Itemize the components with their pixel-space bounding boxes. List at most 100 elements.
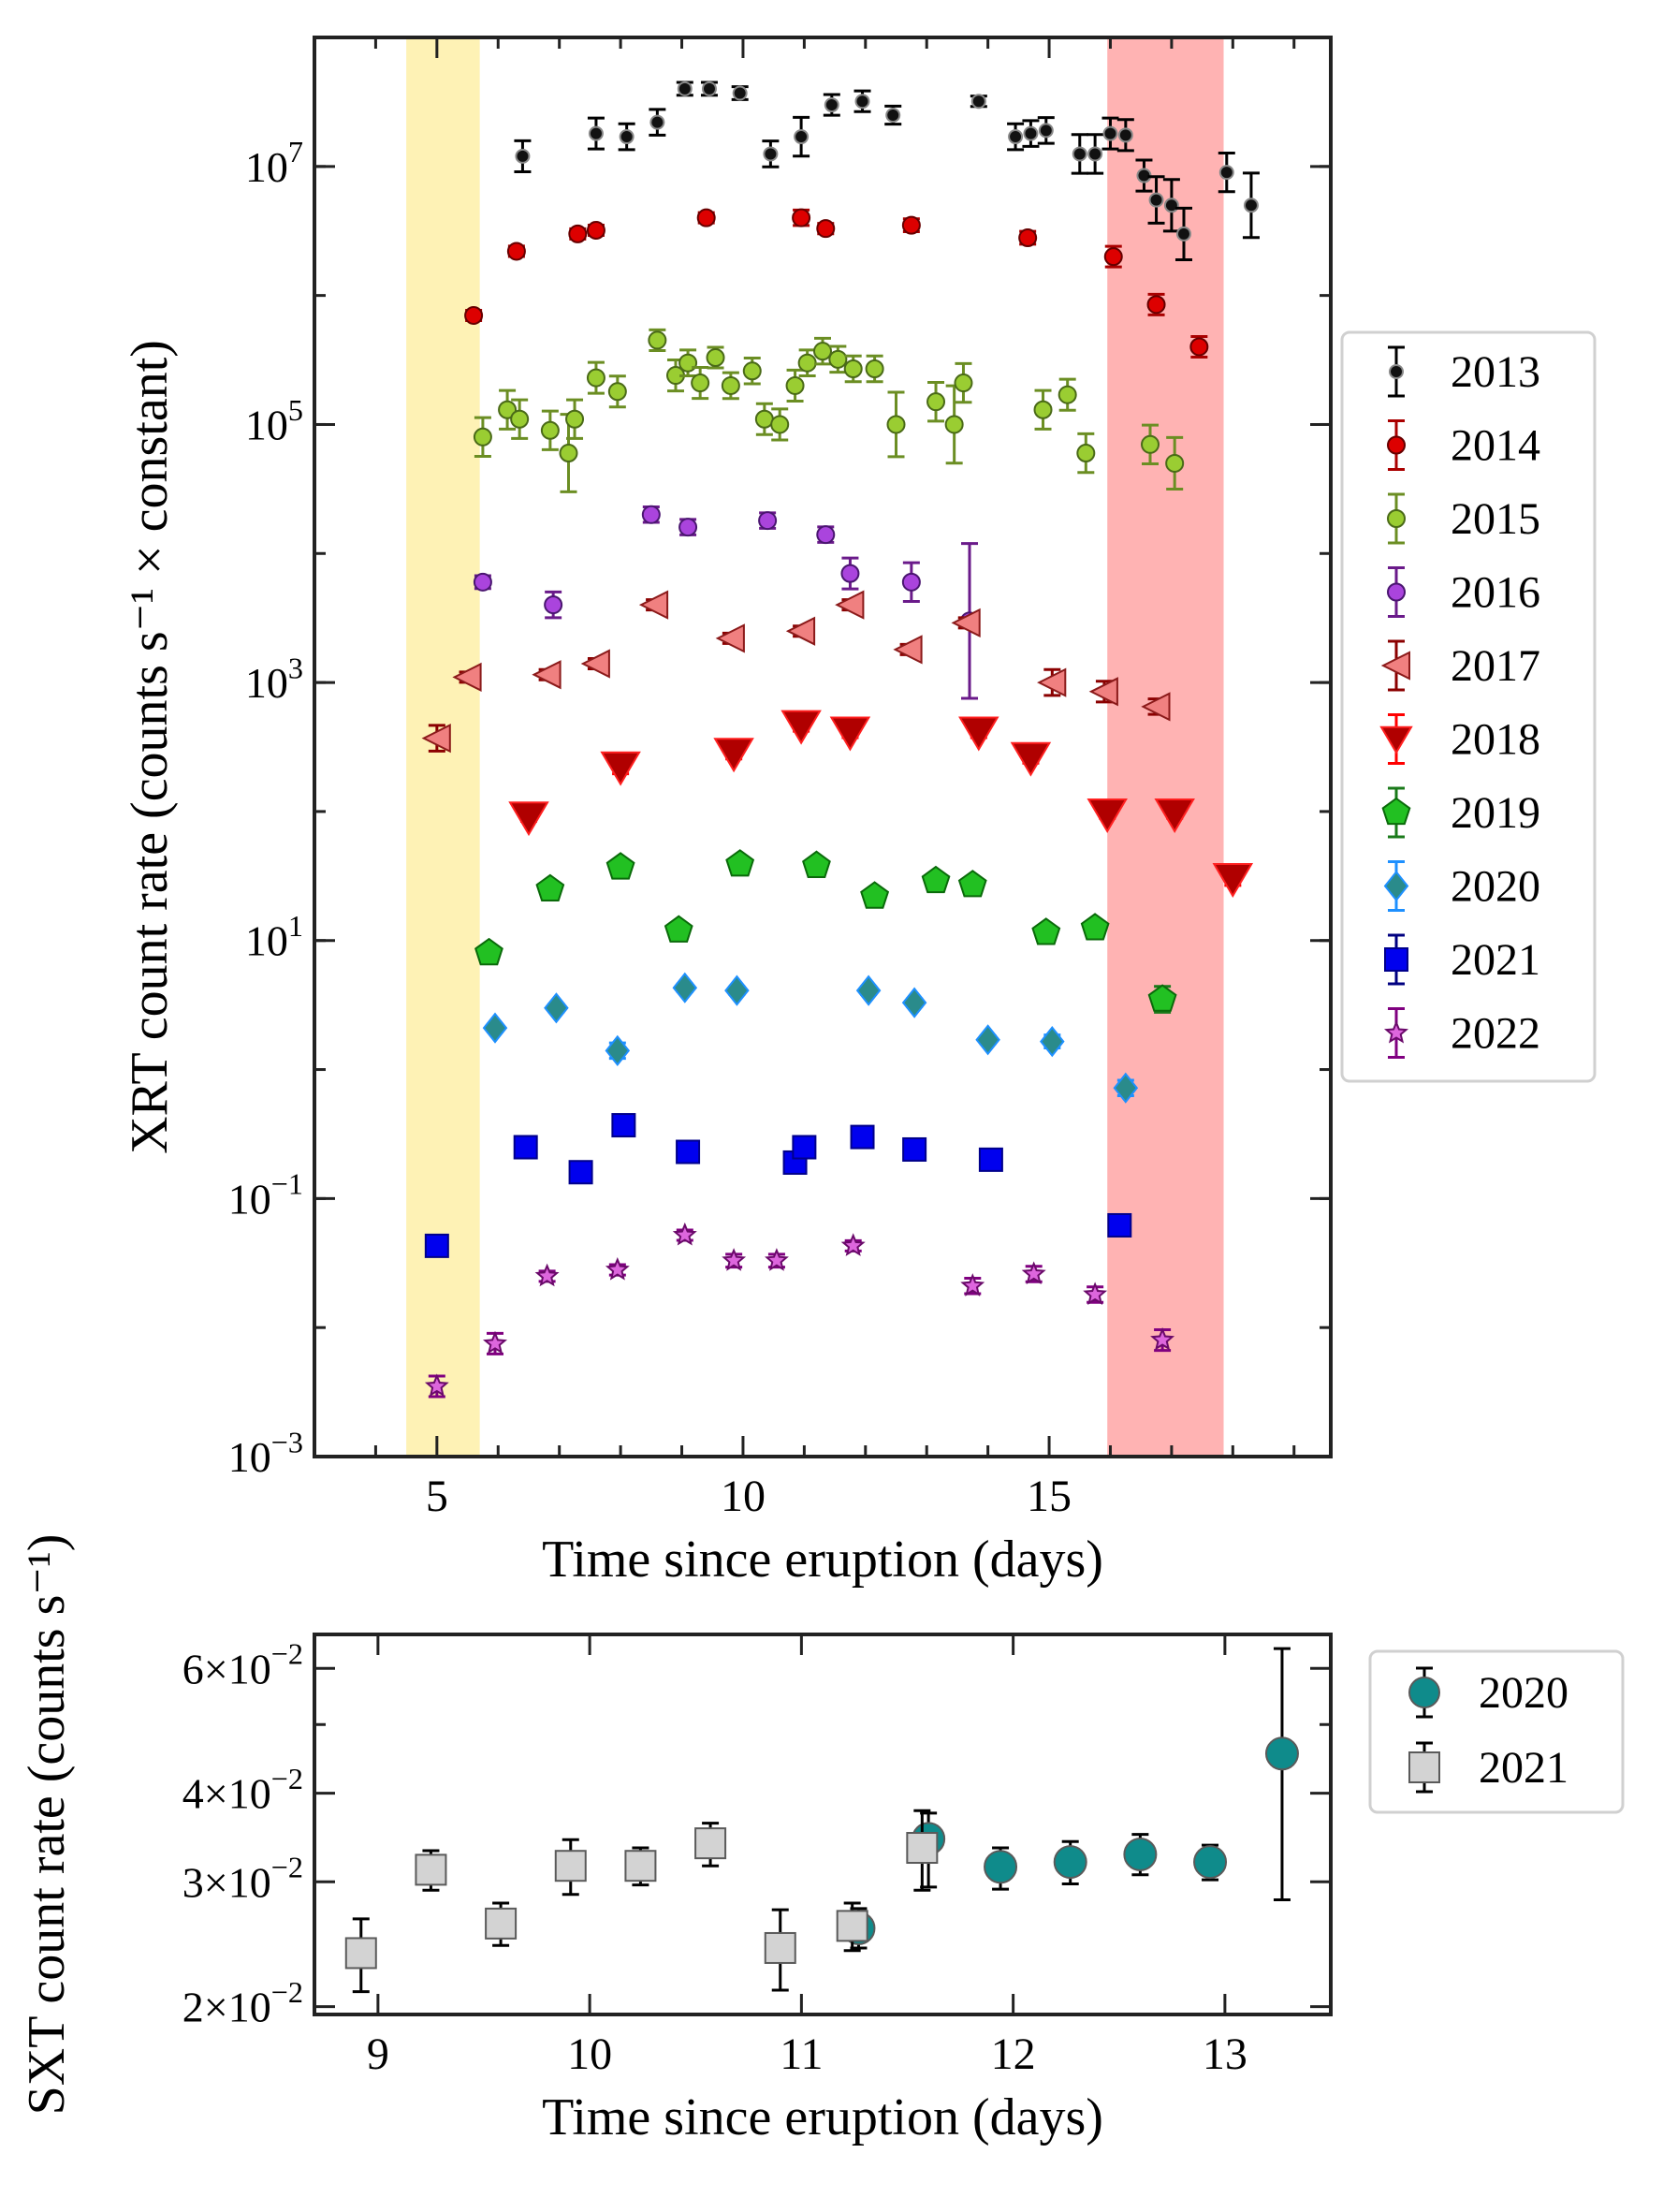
point-2015 [1165, 453, 1185, 473]
point-2013 [1072, 146, 1087, 162]
point-2020 [984, 1850, 1018, 1884]
point-2014 [568, 224, 588, 243]
series-2022 [424, 1222, 1175, 1399]
x-tick-label-10: 10 [721, 1472, 766, 1521]
legend-marker-2022 [1383, 1019, 1409, 1044]
point-2013 [885, 107, 901, 123]
point-2022 [960, 1273, 985, 1296]
point-2019 [957, 870, 987, 898]
point-2021 [906, 1832, 939, 1865]
legend-marker-2018 [1379, 725, 1413, 754]
legend-label-2021: 2021 [1479, 1743, 1568, 1793]
series-2021 [344, 1809, 939, 1994]
point-2020 [855, 974, 882, 1006]
series-2013 [514, 81, 1260, 261]
point-2015 [586, 368, 605, 388]
point-2022 [605, 1256, 630, 1281]
y-tick-label-10-3: 10−3 [228, 1425, 303, 1481]
point-2019 [802, 850, 831, 878]
point-2019 [664, 915, 693, 943]
point-2016 [544, 595, 563, 615]
point-2017 [580, 649, 610, 679]
point-2020 [724, 974, 750, 1006]
legend-label-2021: 2021 [1451, 935, 1540, 985]
point-2013 [1148, 192, 1164, 208]
point-2014 [1103, 247, 1123, 267]
point-2019 [921, 865, 951, 894]
point-2015 [1141, 434, 1160, 454]
point-2021 [568, 1160, 593, 1185]
point-2015 [828, 349, 848, 369]
y-tick-label-2-10-2: 2×10−2 [182, 1975, 303, 2031]
point-2021 [1107, 1212, 1132, 1238]
legend-marker-2020 [1408, 1677, 1440, 1708]
point-2015 [843, 359, 863, 379]
series-2016 [473, 505, 980, 700]
series-2017 [421, 590, 1171, 754]
point-2022 [1150, 1326, 1175, 1351]
point-2021 [850, 1124, 875, 1150]
point-2018 [600, 751, 641, 786]
series-2014 [464, 208, 1209, 359]
point-2020 [1053, 1845, 1087, 1880]
x-tick-label-12: 12 [991, 2029, 1036, 2079]
legend-entry-2021: 2021 [1408, 1741, 1568, 1794]
point-2014 [1189, 337, 1209, 357]
point-2020 [672, 972, 698, 1003]
point-2018 [1010, 741, 1052, 777]
point-2021 [611, 1113, 636, 1138]
legend-label-2018: 2018 [1451, 715, 1540, 765]
legend-label-2016: 2016 [1451, 568, 1540, 618]
axes-frame [313, 1633, 1333, 2016]
sxt-panel: 9 10 11 12 13 2×10−2 3×10−2 4×10−2 6×10−2 Time si… [18, 1534, 1625, 2146]
point-2021 [554, 1850, 587, 1882]
legend-marker-2021 [1384, 947, 1408, 972]
point-2021 [902, 1136, 927, 1162]
axes-frame [313, 36, 1333, 1458]
point-2021 [624, 1850, 657, 1882]
legend-label-2014: 2014 [1451, 421, 1540, 471]
legend-label-2022: 2022 [1451, 1009, 1540, 1059]
series-2020 [841, 1647, 1299, 1950]
point-2015 [706, 347, 725, 367]
point-2021 [513, 1135, 538, 1160]
point-2015 [607, 382, 627, 402]
point-2013 [515, 148, 531, 164]
point-2020 [605, 1034, 631, 1067]
point-2022 [1021, 1261, 1046, 1285]
point-2020 [1040, 1025, 1065, 1058]
point-2013 [1218, 165, 1234, 181]
legend-marker-2020 [1383, 870, 1409, 902]
legend-label-2015: 2015 [1451, 494, 1540, 544]
legend-label-2013: 2013 [1451, 347, 1540, 397]
point-2021 [415, 1853, 447, 1886]
point-2016 [641, 505, 661, 524]
legend-entry-2017: 2017 [1380, 639, 1540, 692]
legend-entry-2014: 2014 [1387, 419, 1540, 471]
point-2021 [424, 1233, 449, 1258]
point-2022 [482, 1330, 508, 1355]
point-2014 [901, 215, 921, 235]
legend-marker-2016 [1387, 582, 1406, 602]
point-2013 [794, 129, 810, 145]
point-2014 [816, 219, 836, 239]
point-2019 [605, 852, 635, 880]
point-2015 [770, 415, 790, 434]
point-2013 [970, 94, 986, 110]
shaded-region-2 [1107, 37, 1224, 1457]
point-2014 [506, 242, 526, 261]
x-tick-label-15: 15 [1027, 1472, 1072, 1521]
legend-marker-2019 [1381, 797, 1411, 826]
legend-entry-2021: 2021 [1384, 933, 1540, 986]
legend-entry-2022: 2022 [1383, 1007, 1540, 1059]
point-2015 [565, 409, 585, 429]
point-2022 [534, 1263, 560, 1287]
point-2013 [619, 129, 635, 145]
point-2014 [792, 208, 811, 227]
point-2015 [742, 361, 762, 381]
errbar-2020 [1273, 1647, 1291, 1901]
point-2013 [1023, 125, 1039, 141]
y-tick-label-10-1: 10−1 [228, 1167, 303, 1223]
point-2013 [824, 97, 839, 113]
